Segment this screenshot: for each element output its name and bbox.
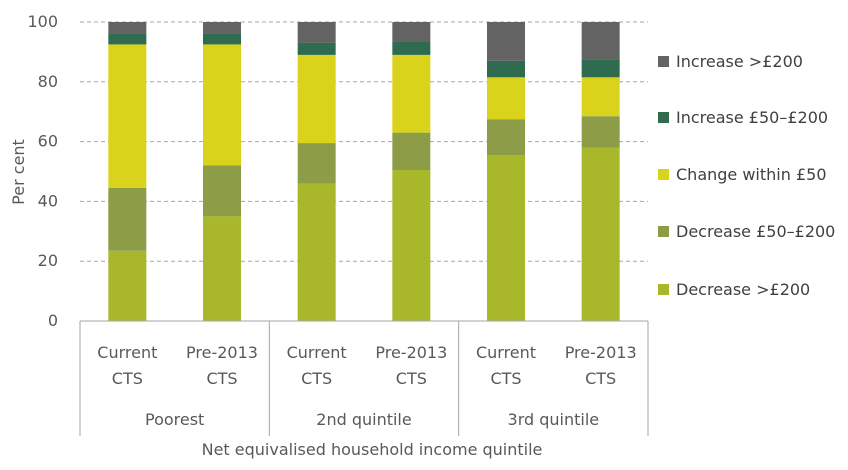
x-tick-label: Pre-2013 xyxy=(375,343,447,362)
axes: 0 20 40 60 80 100 Current CTS Pre-2013 CTS Current… xyxy=(27,12,649,436)
bar-segment xyxy=(203,22,241,34)
bar-segment xyxy=(297,42,336,55)
x-axis-title: Net equivalised household income quintil… xyxy=(202,440,543,459)
legend-label: Decrease £50–£200 xyxy=(676,222,835,241)
legend-swatch xyxy=(658,112,669,123)
legend-label: Increase £50–£200 xyxy=(676,108,828,127)
legend-label: Change within £50 xyxy=(676,165,827,184)
y-tick-label: 40 xyxy=(38,191,58,210)
bar-segment xyxy=(487,155,525,321)
group-label: 3rd quintile xyxy=(508,410,600,429)
bar-segment xyxy=(581,116,620,148)
bar-segment xyxy=(392,54,431,133)
x-tick-label: CTS xyxy=(301,369,332,388)
legend-label: Decrease >£200 xyxy=(676,280,810,299)
bar-segment xyxy=(581,147,620,321)
bar-segment xyxy=(203,216,241,321)
bar-segment xyxy=(392,41,431,55)
legend-swatch xyxy=(658,56,669,67)
bar-segment xyxy=(392,132,431,171)
bar-segment xyxy=(108,33,147,45)
bar-segment xyxy=(487,119,525,156)
bar-segment xyxy=(203,33,241,45)
x-tick-label: CTS xyxy=(585,369,616,388)
x-tick-label: CTS xyxy=(490,369,521,388)
bars xyxy=(108,22,620,321)
bar-segment xyxy=(392,22,431,42)
legend-swatch xyxy=(658,284,669,295)
group-label: Poorest xyxy=(145,410,204,429)
legend: Increase >£200 Increase £50–£200 Change wi… xyxy=(658,52,835,299)
bar-segment xyxy=(487,22,525,61)
bar-segment xyxy=(297,143,336,184)
bar-segment xyxy=(108,187,147,251)
bar-segment xyxy=(203,44,241,166)
gridlines xyxy=(80,21,648,262)
bar-segment xyxy=(392,170,431,321)
bar-segment xyxy=(297,22,336,43)
y-tick-label: 0 xyxy=(48,311,58,330)
y-axis-title: Per cent xyxy=(9,139,28,205)
legend-swatch xyxy=(658,169,669,180)
x-tick-label: Current xyxy=(287,343,347,362)
x-tick-label: Pre-2013 xyxy=(565,343,637,362)
bar-segment xyxy=(487,60,525,78)
bar-segment xyxy=(487,77,525,120)
x-tick-label: CTS xyxy=(206,369,237,388)
y-tick-label: 100 xyxy=(27,12,58,31)
x-tick-label: CTS xyxy=(112,369,143,388)
bar-segment xyxy=(108,250,147,321)
x-tick-label: Current xyxy=(476,343,536,362)
x-tick-label: Current xyxy=(97,343,157,362)
bar-segment xyxy=(297,183,336,321)
legend-swatch xyxy=(658,226,669,237)
bar-segment xyxy=(581,22,620,60)
legend-label: Increase >£200 xyxy=(676,52,803,71)
y-tick-label: 20 xyxy=(38,251,58,270)
group-label: 2nd quintile xyxy=(316,410,411,429)
y-tick-label: 60 xyxy=(38,132,58,151)
bar-segment xyxy=(203,165,241,217)
bar-segment xyxy=(581,77,620,117)
y-tick-label: 80 xyxy=(38,72,58,91)
bar-segment xyxy=(581,59,620,78)
bar-segment xyxy=(297,54,336,144)
bar-segment xyxy=(108,22,147,34)
x-tick-label: Pre-2013 xyxy=(186,343,258,362)
x-tick-label: CTS xyxy=(396,369,427,388)
bar-segment xyxy=(108,44,147,188)
